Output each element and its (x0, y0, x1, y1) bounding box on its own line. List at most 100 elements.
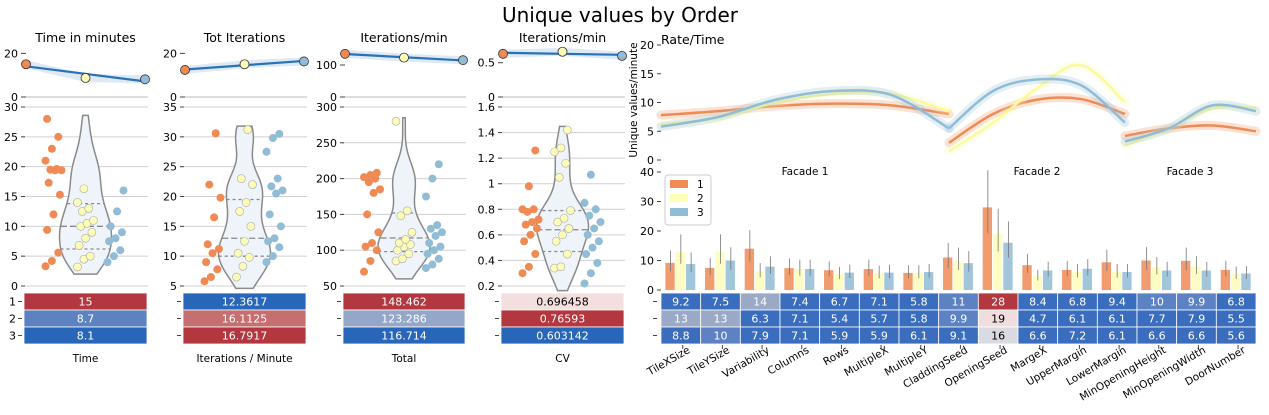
table-cell-value: 12.3617 (222, 296, 268, 309)
table-xlabel: CV (555, 353, 570, 365)
swarm-point (89, 216, 98, 225)
swarm-point (551, 236, 561, 246)
rate-line (1124, 124, 1257, 138)
legend-label: 2 (697, 193, 704, 205)
y-tick-label: 10 (4, 220, 18, 233)
swarm-point (49, 210, 58, 219)
table-cell-value: 0.696458 (536, 296, 589, 309)
bar (1161, 270, 1172, 290)
swarm-point (426, 224, 435, 233)
swarm-point (376, 185, 384, 194)
order-point (340, 48, 350, 59)
swarm-point (404, 249, 414, 259)
swarm-point (532, 224, 541, 233)
swarm-point (431, 231, 440, 240)
top-panel-title: Iterations/min (519, 30, 606, 45)
legend-label: 3 (697, 207, 704, 219)
order-point (498, 48, 508, 59)
swarm-point (267, 182, 276, 191)
bar (1241, 273, 1251, 290)
swarm-point (364, 178, 373, 187)
y-tick-label: 40 (640, 166, 654, 179)
swarm-point (398, 254, 407, 264)
swarm-point (200, 277, 209, 286)
swarm-point (272, 189, 281, 198)
rate-line (948, 63, 1126, 153)
table-xlabel: Iterations / Minute (196, 353, 292, 365)
bar (675, 251, 685, 290)
swarm-point (246, 222, 256, 231)
swarm-point (54, 132, 63, 141)
table-cell-value: 15 (79, 296, 93, 309)
swarm-point (372, 168, 381, 177)
table-cell-value: 7.1 (870, 296, 888, 309)
swarm-point (87, 228, 97, 237)
order-point (180, 65, 190, 75)
swarm-point (564, 224, 574, 233)
swarm-point (233, 248, 243, 258)
swarm-point (73, 198, 82, 207)
bar (1220, 269, 1231, 290)
y-tick-label: 5 (647, 125, 654, 138)
swarm-point (268, 252, 277, 261)
table-cell-value: 6.6 (1029, 330, 1047, 343)
swarm-point (240, 236, 249, 246)
bar (1022, 265, 1032, 290)
swarm-point (434, 160, 443, 169)
bar (715, 251, 725, 290)
table-cell-value: 5.5 (1227, 313, 1245, 326)
legend-swatch (670, 180, 688, 188)
table-cell-value: 5.9 (870, 330, 888, 343)
bar (1151, 267, 1161, 290)
table-cell-value: 6.1 (910, 330, 928, 343)
swarm-point (214, 245, 223, 254)
table-cell-value: 13 (714, 313, 728, 326)
y-tick-label: 1.2 (478, 152, 496, 165)
table-cell-value: 5.6 (1227, 330, 1245, 343)
swarm-point (270, 234, 279, 243)
swarm-point (580, 279, 589, 288)
table-cell-value: 7.9 (751, 330, 769, 343)
category-label: MultipleX (842, 344, 890, 379)
order-point (399, 52, 409, 63)
table-cell-value: 4.7 (1029, 313, 1047, 326)
violin-body (217, 125, 272, 290)
swarm-point (596, 218, 605, 227)
bar (824, 270, 834, 290)
table-cell (182, 326, 307, 345)
swarm-point (275, 129, 284, 138)
swarm-point (528, 218, 537, 227)
swarm-point (524, 182, 533, 191)
swarm-point (275, 243, 284, 252)
y-tick-label: 1 (488, 178, 495, 191)
swarm-point (428, 260, 437, 269)
swarm-point (205, 180, 214, 189)
swarm-point (591, 205, 600, 214)
swarm-point (582, 250, 591, 259)
swarm-point (52, 165, 61, 174)
bar (834, 274, 844, 290)
swarm-point (436, 242, 445, 251)
swarm-point (74, 241, 84, 250)
swarm-point (203, 240, 212, 249)
swarm-point (111, 234, 120, 243)
bar (1122, 272, 1132, 290)
swarm-point (586, 269, 595, 278)
bar (993, 233, 1003, 290)
swarm-point (79, 184, 89, 194)
swarm-point (273, 174, 282, 183)
table-cell-value: 7.4 (791, 296, 809, 309)
swarm-point (103, 258, 112, 267)
swarm-point (208, 249, 217, 258)
table-cell-value: 16.1125 (222, 313, 268, 326)
swarm-point (41, 156, 50, 165)
swarm-point (562, 249, 572, 259)
swarm-point (202, 258, 211, 267)
y-tick-label: 200 (316, 173, 337, 186)
order-point (239, 59, 250, 70)
figure-title: Unique values by Order (502, 3, 739, 27)
swarm-point (518, 205, 527, 214)
swarm-point (241, 198, 251, 207)
swarm-point (550, 147, 559, 157)
